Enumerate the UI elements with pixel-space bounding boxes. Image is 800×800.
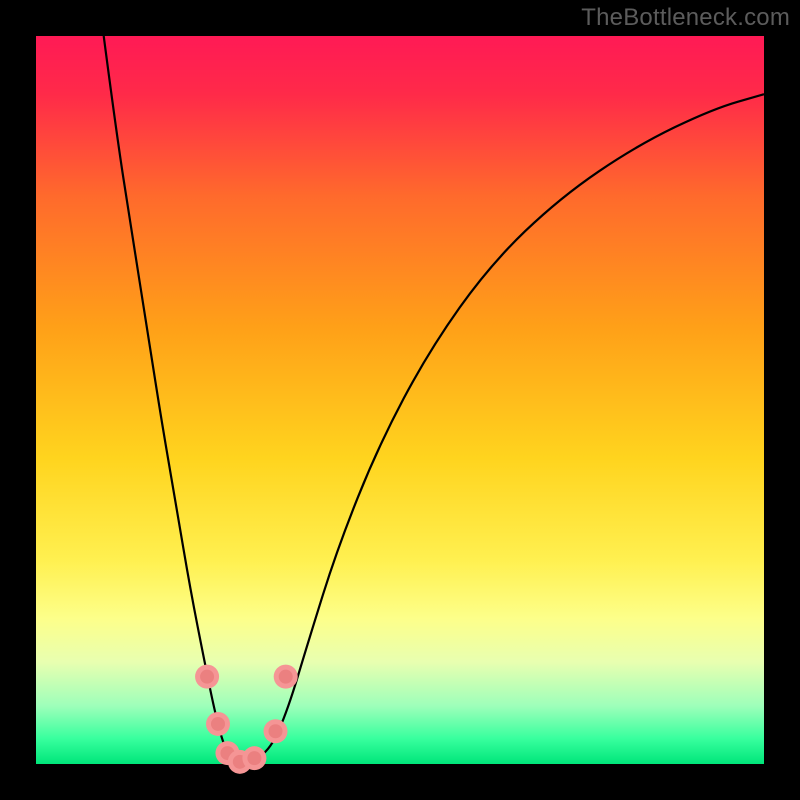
marker-inner xyxy=(247,751,261,765)
marker-inner xyxy=(211,717,225,731)
marker-inner xyxy=(279,670,293,684)
watermark-label: TheBottleneck.com xyxy=(581,4,790,32)
chart-frame: TheBottleneck.com xyxy=(0,0,800,800)
marker-inner xyxy=(269,724,283,738)
plot-background xyxy=(36,36,764,764)
marker-inner xyxy=(200,670,214,684)
bottleneck-chart xyxy=(0,0,800,800)
